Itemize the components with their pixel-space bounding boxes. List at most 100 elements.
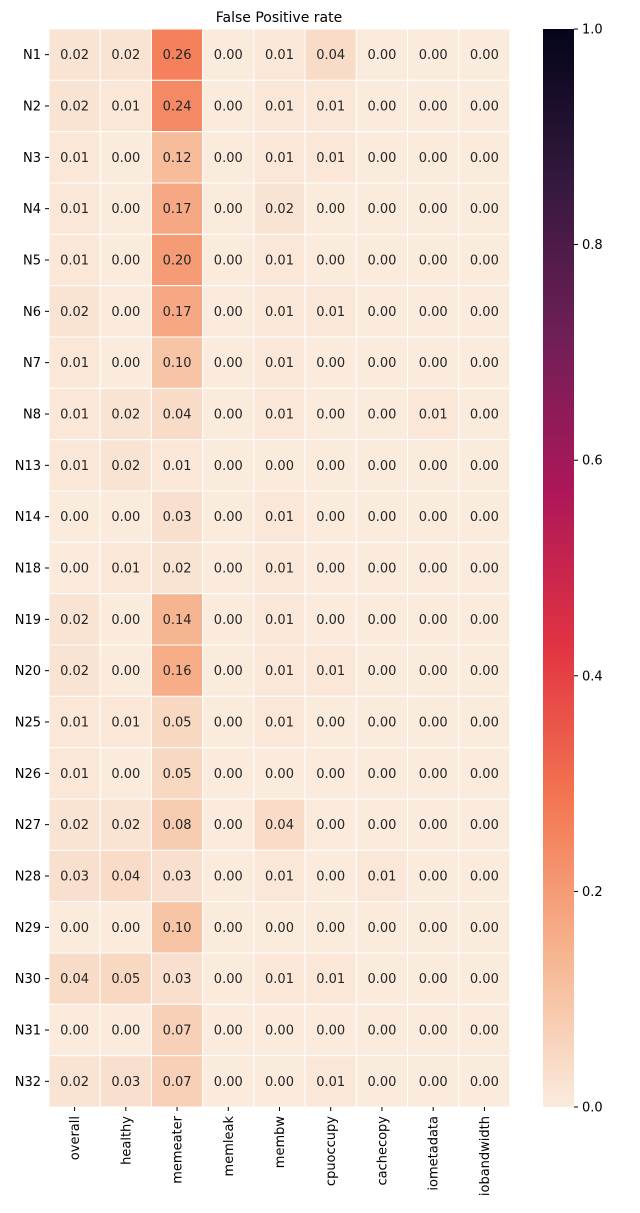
cell-N19-iobandwidth [458, 593, 511, 646]
cell-value-N25-cpuoccupy: 0.00 [316, 716, 345, 731]
cell-N30-memleak [202, 952, 255, 1005]
cell-value-N1-memeater: 0.26 [163, 48, 192, 63]
cell-value-N14-cachecopy: 0.00 [367, 510, 396, 525]
cell-value-N28-cpuoccupy: 0.00 [316, 870, 345, 885]
cell-value-N14-healthy: 0.00 [111, 510, 140, 525]
colorbar-gradient [543, 29, 574, 1107]
cell-value-N7-iobandwidth: 0.00 [470, 356, 499, 371]
cell-value-N2-overall: 0.02 [60, 100, 89, 115]
cell-value-N13-cpuoccupy: 0.00 [316, 459, 345, 474]
cell-value-N25-membw: 0.01 [265, 716, 294, 731]
col-label-cpuoccupy: cpuoccupy [324, 1116, 339, 1186]
cell-value-N18-cachecopy: 0.00 [367, 562, 396, 577]
cell-value-N18-iobandwidth: 0.00 [470, 562, 499, 577]
cell-N19-cpuoccupy [304, 593, 357, 646]
cell-value-N31-membw: 0.00 [265, 1024, 294, 1039]
cell-N28-memeater [150, 849, 204, 903]
cell-N29-memleak [202, 901, 255, 954]
cell-value-N4-cachecopy: 0.00 [367, 202, 396, 217]
cell-value-N6-healthy: 0.00 [111, 305, 140, 320]
cell-value-N6-overall: 0.02 [60, 305, 89, 320]
cell-value-N25-iometadata: 0.00 [419, 716, 448, 731]
col-label-overall: overall [68, 1116, 83, 1160]
cell-value-N14-membw: 0.01 [265, 510, 294, 525]
cell-N27-iobandwidth [458, 798, 511, 851]
cell-value-N7-overall: 0.01 [60, 356, 89, 371]
cell-value-N1-iobandwidth: 0.00 [470, 48, 499, 63]
cell-N32-cachecopy [355, 1055, 409, 1108]
cell-value-N19-membw: 0.01 [265, 613, 294, 628]
cell-N25-membw [253, 695, 306, 749]
cell-N2-iobandwidth [458, 79, 511, 133]
cell-N8-cpuoccupy [304, 387, 357, 441]
cell-N28-overall [48, 849, 101, 903]
cell-N4-overall [48, 182, 101, 235]
cell-value-N29-iometadata: 0.00 [419, 921, 448, 936]
cell-value-N28-memeater: 0.03 [163, 870, 192, 885]
cell-value-N6-iometadata: 0.00 [419, 305, 448, 320]
cell-N3-overall [48, 131, 101, 184]
cell-N13-memleak [202, 439, 255, 492]
cell-N8-overall [48, 387, 101, 441]
cell-N31-cachecopy [355, 1003, 409, 1057]
cell-value-N32-iometadata: 0.00 [419, 1075, 448, 1090]
cell-value-N20-memleak: 0.00 [214, 664, 243, 679]
cell-value-N26-memleak: 0.00 [214, 767, 243, 782]
cell-value-N19-cpuoccupy: 0.00 [316, 613, 345, 628]
cell-N1-healthy [99, 28, 152, 81]
cell-N1-cpuoccupy [304, 28, 357, 81]
cell-value-N3-memeater: 0.12 [163, 151, 192, 166]
cell-value-N13-memleak: 0.00 [214, 459, 243, 474]
cell-value-N8-overall: 0.01 [60, 408, 89, 423]
cell-N26-healthy [99, 747, 152, 800]
cell-value-N20-overall: 0.02 [60, 664, 89, 679]
cell-value-N31-memeater: 0.07 [163, 1024, 192, 1039]
cell-N20-iometadata [407, 644, 460, 697]
cell-N32-overall [48, 1055, 101, 1108]
colorbar-ticks: 0.0 0.2 0.4 0.6 0.8 1.0 [574, 23, 603, 1116]
cell-value-N28-iometadata: 0.00 [419, 870, 448, 885]
colorbar: 0.0 0.2 0.4 0.6 0.8 1.0 [543, 23, 603, 1116]
row-label-N19: N19 [15, 613, 41, 628]
colorbar-label-0.6: 0.6 [582, 454, 603, 469]
cell-N18-iobandwidth [458, 541, 511, 595]
cell-value-N31-cpuoccupy: 0.00 [316, 1024, 345, 1039]
cell-N30-iobandwidth [458, 952, 511, 1005]
col-label-iometadata: iometadata [427, 1116, 442, 1191]
row-label-N31: N31 [15, 1024, 41, 1039]
cell-value-N18-memleak: 0.00 [214, 562, 243, 577]
cell-value-N3-overall: 0.01 [60, 151, 89, 166]
cell-N5-overall [48, 233, 101, 287]
cell-value-N26-iobandwidth: 0.00 [470, 767, 499, 782]
heatmap-cell-labels: 0.02 0.02 0.26 0.00 0.01 0.04 0.00 0.00 0.00 0.02… [60, 48, 499, 1090]
cell-N4-iobandwidth [458, 182, 511, 235]
cell-N27-cachecopy [355, 798, 409, 851]
row-label-N28: N28 [15, 870, 41, 885]
colorbar-label-0.2: 0.2 [582, 885, 603, 900]
col-label-memeater: memeater [171, 1115, 186, 1183]
cell-value-N13-iometadata: 0.00 [419, 459, 448, 474]
cell-value-N25-memeater: 0.05 [163, 716, 192, 731]
cell-value-N14-cpuoccupy: 0.00 [316, 510, 345, 525]
cell-N5-cachecopy [355, 233, 409, 287]
cell-N32-healthy [99, 1055, 152, 1108]
cell-value-N32-cpuoccupy: 0.01 [316, 1075, 345, 1090]
cell-N6-memleak [202, 285, 255, 338]
cell-N8-membw [253, 387, 306, 441]
cell-value-N18-iometadata: 0.00 [419, 562, 448, 577]
row-label-N2: N2 [23, 100, 41, 115]
cell-N32-iometadata [407, 1055, 460, 1108]
row-label-N26: N26 [15, 767, 41, 782]
cell-value-N8-cachecopy: 0.00 [367, 408, 396, 423]
cell-N28-healthy [99, 849, 152, 903]
cell-value-N18-membw: 0.01 [265, 562, 294, 577]
cell-N1-memeater [150, 28, 204, 81]
cell-N6-healthy [99, 285, 152, 338]
cell-value-N29-iobandwidth: 0.00 [470, 921, 499, 936]
cell-value-N32-iobandwidth: 0.00 [470, 1075, 499, 1090]
cell-value-N4-overall: 0.01 [60, 202, 89, 217]
cell-value-N26-cachecopy: 0.00 [367, 767, 396, 782]
cell-value-N4-cpuoccupy: 0.00 [316, 202, 345, 217]
cell-N18-iometadata [407, 541, 460, 595]
cell-value-N6-memeater: 0.17 [163, 305, 192, 320]
